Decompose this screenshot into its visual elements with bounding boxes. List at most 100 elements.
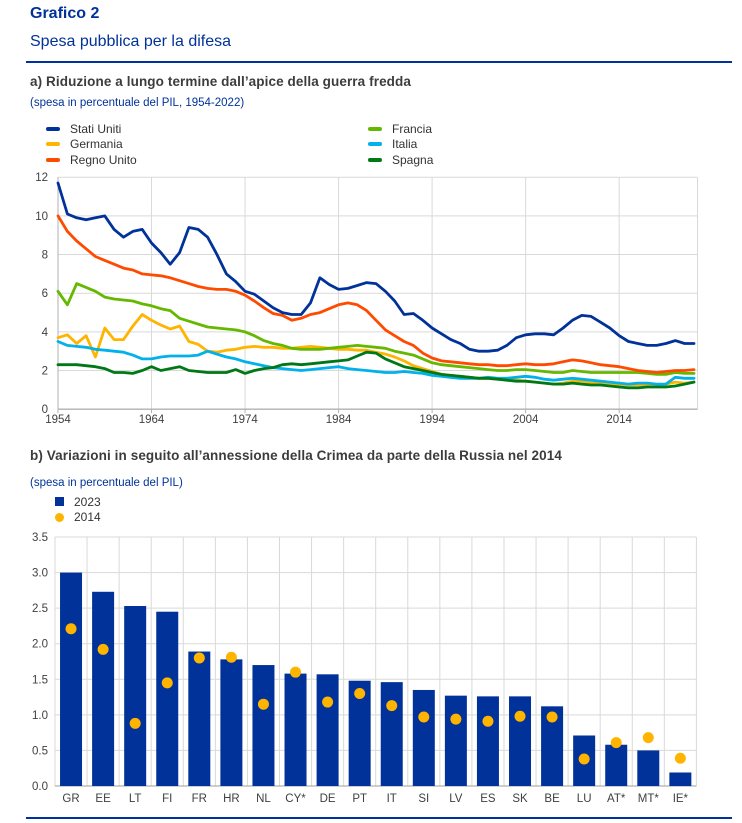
line-Italia xyxy=(56,340,696,386)
bar-FR xyxy=(188,651,211,786)
legend-item: 2023 xyxy=(55,494,101,510)
bar-SI xyxy=(412,689,435,786)
bottom-divider xyxy=(26,817,732,819)
category-label: IE* xyxy=(673,793,689,805)
dot-BE xyxy=(546,711,558,723)
legend-label: Italia xyxy=(392,137,418,152)
legend-label: Germania xyxy=(70,137,123,152)
category-label: CY* xyxy=(285,793,306,805)
dot-IE* xyxy=(674,752,686,764)
legend-item: Spagna xyxy=(368,152,433,168)
legend-line-swatch xyxy=(46,142,60,147)
dot-DE xyxy=(322,696,334,708)
dot-IT xyxy=(386,700,398,712)
figure-title: Spesa pubblica per la difesa xyxy=(30,33,232,50)
bar-GR xyxy=(60,572,83,786)
y-tick-label: 10 xyxy=(35,211,48,223)
x-tick-label: 1994 xyxy=(419,414,445,426)
panel-b-note: (spesa in percentuale del PIL) xyxy=(30,477,183,489)
category-label: FI xyxy=(162,793,172,805)
y-tick-label: 0 xyxy=(42,404,48,416)
bar-IE* xyxy=(669,772,692,786)
dot-SI xyxy=(418,711,430,723)
dot-AT* xyxy=(610,737,622,749)
legend-column: Stati Uniti Germania Regno Unito xyxy=(46,121,368,168)
dot-LV xyxy=(450,713,462,725)
category-label: HR xyxy=(223,793,240,805)
y-tick-label: 6 xyxy=(42,288,48,300)
dot-FR xyxy=(193,652,205,664)
category-label: GR xyxy=(62,793,79,805)
dot-MT* xyxy=(642,732,654,744)
dot-SK xyxy=(514,710,526,722)
category-label: FR xyxy=(192,793,207,805)
dot-EE xyxy=(97,643,109,655)
bar-chart-crimea-changes: 0.0 0.5 1.0 1.5 2.0 2.5 3.0 3.5 GR EE LT FI FR HR NL CY… xyxy=(32,532,697,805)
legend-item: Germania xyxy=(46,137,368,153)
dot-GR xyxy=(65,623,77,635)
y-tick-label: 1.0 xyxy=(32,710,48,722)
legend-item: Stati Uniti xyxy=(46,121,368,137)
line-Spagna xyxy=(56,350,696,390)
y-tick-label: 3.5 xyxy=(32,532,48,544)
bar-IT xyxy=(380,682,403,786)
category-label: ES xyxy=(480,793,496,805)
y-tick-label: 12 xyxy=(35,172,48,184)
category-label: BE xyxy=(544,793,560,805)
top-divider xyxy=(26,61,732,63)
y-tick-label: 3.0 xyxy=(32,568,48,580)
bar-chart-legend: 2023 2014 xyxy=(55,494,101,525)
bar-FI xyxy=(156,611,179,786)
bar-CY* xyxy=(284,673,307,786)
panel-b-heading: b) Variazioni in seguito all’annessione … xyxy=(30,448,562,463)
dot-PT xyxy=(354,688,366,700)
legend-line-swatch xyxy=(368,157,382,162)
legend-square-swatch xyxy=(55,497,64,507)
dot-FI xyxy=(161,677,173,689)
dot-CY* xyxy=(290,666,302,678)
legend-item: 2014 xyxy=(55,510,101,526)
legend-column: Francia Italia Spagna xyxy=(368,121,433,168)
legend-line-swatch xyxy=(368,142,382,147)
line-Germania xyxy=(56,313,696,387)
category-label: SK xyxy=(512,793,528,805)
category-label: MT* xyxy=(638,793,660,805)
bar-LV xyxy=(444,695,467,786)
line-Stati Uniti xyxy=(56,181,696,353)
x-tick-label: 1954 xyxy=(45,414,71,426)
legend-label: Francia xyxy=(392,121,433,136)
x-tick-label: 1974 xyxy=(232,414,258,426)
y-tick-label: 0.5 xyxy=(32,745,48,757)
line-Regno Unito xyxy=(56,214,696,374)
bar-HR xyxy=(220,659,243,786)
bar-NL xyxy=(252,665,275,786)
legend-label: Stati Uniti xyxy=(70,121,122,136)
y-tick-label: 0.0 xyxy=(32,781,48,793)
y-tick-label: 2.0 xyxy=(32,639,48,651)
bar-LT xyxy=(124,606,147,786)
y-tick-label: 8 xyxy=(42,250,48,262)
line-chart-defence-spending: 0 2 4 6 8 10 12 1954 1964 1974 1984 1994 2004 2014 xyxy=(35,172,698,426)
line-Francia xyxy=(56,282,696,376)
bar-AT* xyxy=(605,744,628,786)
legend-label: Spagna xyxy=(392,152,434,167)
category-label: LT xyxy=(129,793,142,805)
panel-a-heading: a) Riduzione a lungo termine dall’apice … xyxy=(30,74,411,89)
panel-a-note: (spesa in percentuale del PIL, 1954-2022… xyxy=(30,97,245,109)
category-label: EE xyxy=(95,793,111,805)
dot-HR xyxy=(225,651,237,663)
legend-item: Italia xyxy=(368,137,433,153)
dot-LT xyxy=(129,717,141,729)
bar-DE xyxy=(316,674,339,786)
x-tick-label: 2014 xyxy=(606,414,632,426)
legend-label: 2023 xyxy=(74,494,101,509)
bar-SK xyxy=(509,696,532,786)
y-tick-label: 2 xyxy=(42,366,48,378)
y-tick-label: 1.5 xyxy=(32,674,48,686)
dot-NL xyxy=(257,698,269,710)
legend-line-swatch xyxy=(46,126,60,131)
category-label: AT* xyxy=(607,793,626,805)
bar-PT xyxy=(348,680,371,786)
category-label: LV xyxy=(449,793,463,805)
legend-label: Regno Unito xyxy=(70,152,137,167)
